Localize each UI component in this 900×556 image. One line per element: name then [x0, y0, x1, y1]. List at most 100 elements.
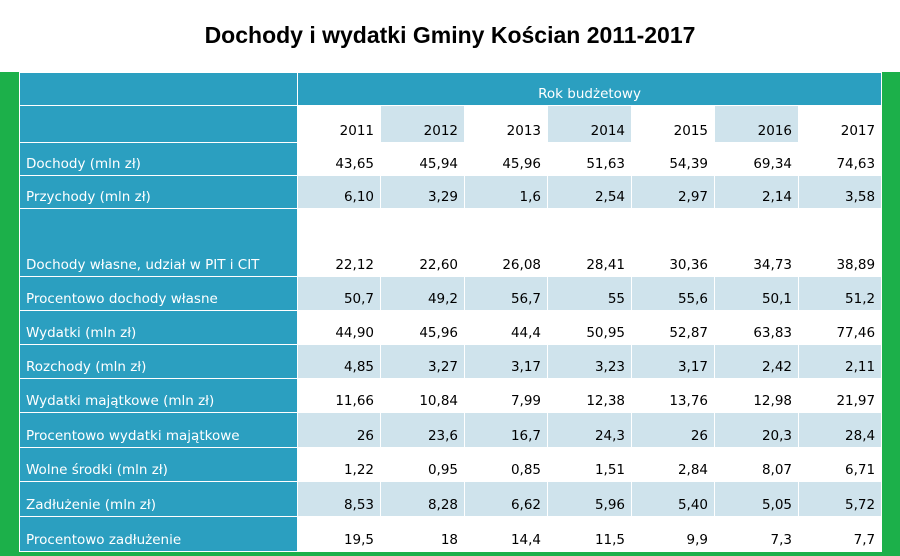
table-cell: 20,3: [714, 412, 799, 448]
corner-cell: [19, 71, 298, 107]
table-cell: 7,99: [464, 378, 548, 414]
table-cell: 69,34: [714, 141, 799, 177]
table-cell: 43,65: [297, 141, 381, 177]
table-cell: 44,90: [297, 310, 381, 345]
year-header-2015: 2015: [631, 105, 715, 143]
year-header-2013: 2013: [464, 105, 548, 143]
table-cell: 52,87: [631, 310, 715, 345]
table-cell: 3,17: [464, 343, 548, 380]
table-cell: 2,54: [547, 175, 632, 210]
table-cell: 7,7: [797, 515, 883, 553]
table-cell: 16,7: [464, 412, 548, 448]
table-cell: 45,96: [380, 310, 465, 345]
row-label: Zadłużenie (mln zł): [19, 481, 298, 517]
table-cell: 21,97: [797, 378, 883, 414]
table-cell: 5,96: [547, 481, 632, 517]
table-cell: 56,7: [464, 276, 548, 312]
table-row: Wydatki (mln zł) 44,90 45,96 44,4 50,95 52,87…: [19, 310, 883, 345]
table-row: Dochody (mln zł) 43,65 45,94 45,96 51,63 54,3…: [19, 141, 883, 177]
table-cell: 45,96: [464, 141, 548, 177]
table-row: Wolne środki (mln zł) 1,22 0,95 0,85 1,51 2,8…: [19, 446, 883, 483]
corner-cell-years: [19, 105, 298, 143]
row-label: Przychody (mln zł): [19, 175, 298, 210]
table-cell: 18: [380, 515, 465, 553]
table-row: Przychody (mln zł) 6,10 3,29 1,6 2,54 2,97 2,1…: [19, 175, 883, 210]
table-cell: 45,94: [380, 141, 465, 177]
table-cell: 2,14: [714, 175, 799, 210]
table-cell: 49,2: [380, 276, 465, 312]
table-cell: 55,6: [631, 276, 715, 312]
table-cell: 1,6: [464, 175, 548, 210]
table-cell: 1,51: [547, 446, 632, 483]
table-cell: 8,28: [380, 481, 465, 517]
table-row: Dochody własne, udział w PIT i CIT 22,12 2…: [19, 208, 883, 278]
table-cell: 4,85: [297, 343, 381, 380]
group-header: Rok budżetowy: [296, 71, 883, 107]
budget-table: Rok budżetowy 2011 2012 2013 2014 2015 2016 20…: [19, 71, 883, 553]
table-cell: 14,4: [464, 515, 548, 553]
table-cell: 0,85: [464, 446, 548, 483]
table-cell: 77,46: [797, 310, 883, 345]
table-row: Zadłużenie (mln zł) 8,53 8,28 6,62 5,96 5,40 5…: [19, 481, 883, 517]
year-header-2014: 2014: [547, 105, 632, 143]
table-cell: 51,2: [797, 276, 883, 312]
row-label: Dochody (mln zł): [19, 141, 298, 177]
table-cell: 2,84: [631, 446, 715, 483]
table-cell: 34,73: [714, 208, 799, 278]
table-cell: 50,1: [714, 276, 799, 312]
table-row: Procentowo zadłużenie 19,5 18 14,4 11,5 9,9 7,…: [19, 515, 883, 553]
table-cell: 30,36: [631, 208, 715, 278]
row-label: Wydatki (mln zł): [19, 310, 298, 345]
table-cell: 22,12: [297, 208, 381, 278]
table-cell: 0,95: [380, 446, 465, 483]
table-cell: 22,60: [380, 208, 465, 278]
table-cell: 9,9: [631, 515, 715, 553]
table-cell: 26,08: [464, 208, 548, 278]
row-label: Dochody własne, udział w PIT i CIT: [19, 208, 298, 278]
table-cell: 24,3: [547, 412, 632, 448]
table-cell: 55: [547, 276, 632, 312]
year-header-2017: 2017: [797, 105, 883, 143]
row-label: Procentowo zadłużenie: [19, 515, 298, 553]
table-row: Procentowo dochody własne 50,7 49,2 56,7 55 5…: [19, 276, 883, 312]
table-cell: 50,95: [547, 310, 632, 345]
table-cell: 54,39: [631, 141, 715, 177]
year-header-2012: 2012: [380, 105, 465, 143]
row-label: Wydatki majątkowe (mln zł): [19, 378, 298, 414]
table-cell: 10,84: [380, 378, 465, 414]
table-cell: 19,5: [297, 515, 381, 553]
table-cell: 7,3: [714, 515, 799, 553]
table-cell: 3,58: [797, 175, 883, 210]
table-cell: 50,7: [297, 276, 381, 312]
table-cell: 6,71: [797, 446, 883, 483]
table-cell: 8,07: [714, 446, 799, 483]
table-cell: 6,10: [297, 175, 381, 210]
table-row: Wydatki majątkowe (mln zł) 11,66 10,84 7,99…: [19, 378, 883, 414]
table-cell: 12,38: [547, 378, 632, 414]
table-cell: 3,23: [547, 343, 632, 380]
row-label: Procentowo wydatki majątkowe: [19, 412, 298, 448]
table-cell: 12,98: [714, 378, 799, 414]
group-header-row: Rok budżetowy: [19, 71, 883, 107]
table-row: Procentowo wydatki majątkowe 26 23,6 16,7 24…: [19, 412, 883, 448]
row-label: Rozchody (mln zł): [19, 343, 298, 380]
table-cell: 5,40: [631, 481, 715, 517]
table-row: Rozchody (mln zł) 4,85 3,27 3,17 3,23 3,17 2,4…: [19, 343, 883, 380]
row-label: Wolne środki (mln zł): [19, 446, 298, 483]
table-cell: 5,72: [797, 481, 883, 517]
table-cell: 13,76: [631, 378, 715, 414]
table-cell: 28,4: [797, 412, 883, 448]
year-header-row: 2011 2012 2013 2014 2015 2016 2017: [19, 105, 883, 143]
table-cell: 51,63: [547, 141, 632, 177]
table-cell: 2,42: [714, 343, 799, 380]
year-header-2016: 2016: [714, 105, 799, 143]
page-title: Dochody i wydatki Gminy Kościan 2011-201…: [204, 22, 696, 48]
row-label: Procentowo dochody własne: [19, 276, 298, 312]
table-cell: 1,22: [297, 446, 381, 483]
table-cell: 11,5: [547, 515, 632, 553]
table-cell: 28,41: [547, 208, 632, 278]
table-cell: 5,05: [714, 481, 799, 517]
table-cell: 2,97: [631, 175, 715, 210]
table-cell: 63,83: [714, 310, 799, 345]
